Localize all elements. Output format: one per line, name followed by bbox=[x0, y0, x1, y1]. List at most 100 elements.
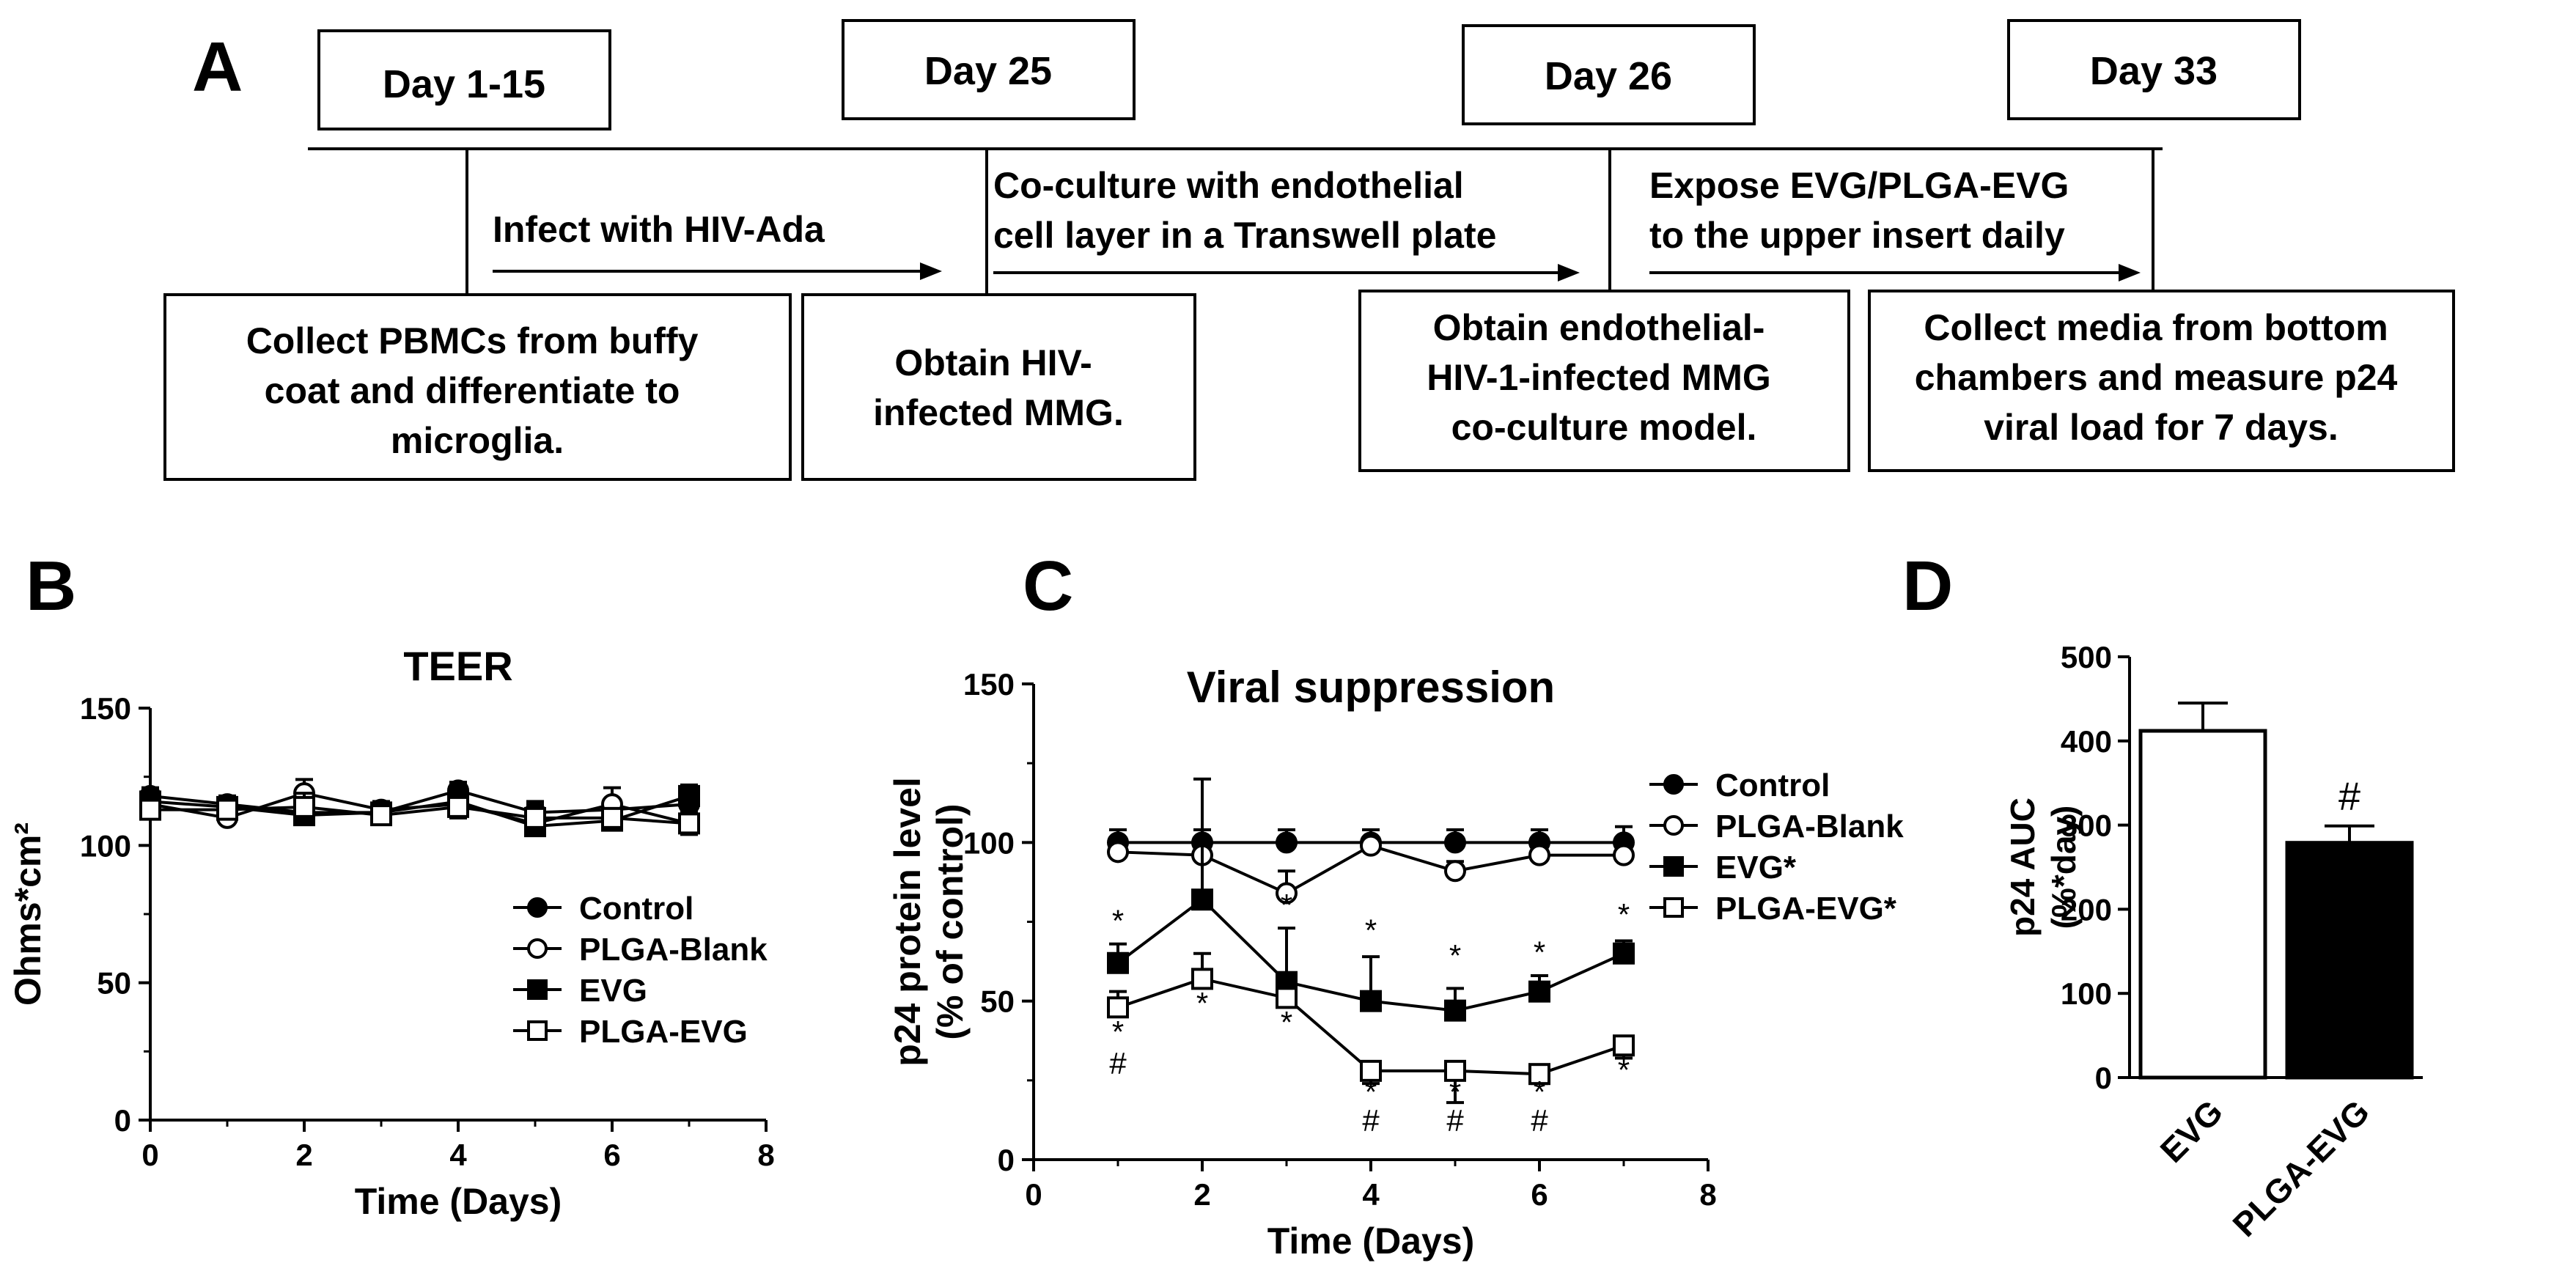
significance-star: * bbox=[1618, 897, 1630, 932]
arrow-head-2 bbox=[1558, 264, 1580, 281]
legend-item-plga-blank: PLGA-Blank bbox=[1649, 809, 1904, 844]
legend-label: PLGA-EVG* bbox=[1715, 891, 1897, 927]
step-box-1 bbox=[163, 293, 792, 481]
day-label-2: Day 25 bbox=[924, 49, 1052, 93]
panel-d-letter: D bbox=[1902, 547, 1953, 625]
data-point bbox=[1191, 888, 1213, 911]
legend-marker bbox=[527, 979, 548, 1000]
chart-c-viral-suppression: 0 2 4 6 8 0 50 100 150 Viral suppression Time (Day… bbox=[887, 663, 1904, 1262]
series-line bbox=[150, 789, 690, 814]
legend-marker bbox=[527, 897, 548, 918]
day-box-3 bbox=[1462, 24, 1756, 125]
y-tick-label: 200 bbox=[2061, 892, 2112, 927]
data-point bbox=[1360, 834, 1382, 857]
data-point bbox=[139, 798, 161, 821]
y-tick-label: 0 bbox=[998, 1143, 1015, 1177]
day-label-1: Day 1-15 bbox=[383, 62, 545, 106]
significance-star: * bbox=[1365, 913, 1377, 947]
significance-star: * bbox=[1365, 1075, 1377, 1109]
y-tick-label: 100 bbox=[963, 825, 1015, 860]
data-point bbox=[1444, 831, 1466, 854]
step-box-2 bbox=[801, 293, 1196, 481]
x-axis-label: Time (Days) bbox=[1267, 1220, 1475, 1262]
data-point bbox=[678, 812, 700, 835]
data-point bbox=[1528, 844, 1550, 866]
day-label-3: Day 26 bbox=[1545, 54, 1672, 98]
data-point bbox=[447, 795, 469, 818]
series-plga-evg bbox=[139, 792, 700, 836]
legend-label: Control bbox=[579, 891, 693, 927]
y-tick-label: 150 bbox=[963, 667, 1015, 702]
legend-item-evg: EVG bbox=[513, 973, 647, 1009]
panel-a: A Day 1-15 Day 25 Day 26 Day 33 Infect w… bbox=[163, 19, 2455, 481]
y-axis-label: p24 protein level bbox=[887, 777, 928, 1067]
legend-item-plga-blank: PLGA-Blank bbox=[513, 932, 768, 968]
panel-a-letter: A bbox=[192, 28, 243, 106]
step-text-2: Obtain HIV- infected MMG. bbox=[873, 342, 1124, 433]
legend-marker bbox=[1663, 897, 1684, 918]
legend-marker bbox=[527, 938, 548, 959]
legend-marker bbox=[1663, 815, 1684, 836]
data-point bbox=[293, 795, 315, 818]
series-evg bbox=[1107, 777, 1635, 1022]
x-tick-label: 2 bbox=[1193, 1177, 1210, 1212]
data-point bbox=[1613, 1034, 1635, 1057]
data-point bbox=[1276, 987, 1298, 1009]
significance-star: * bbox=[1534, 1075, 1545, 1109]
x-axis-label: Time (Days) bbox=[355, 1181, 562, 1222]
bar-plga-evg bbox=[2285, 824, 2414, 1080]
data-point bbox=[1360, 1059, 1382, 1082]
series-plga-evg bbox=[1107, 951, 1635, 1105]
data-point bbox=[1191, 968, 1213, 990]
legend-label: Control bbox=[1715, 767, 1830, 803]
significance-star: * bbox=[1281, 888, 1292, 922]
significance-hash: # bbox=[1446, 1103, 1464, 1138]
significance-star: * bbox=[1449, 938, 1461, 973]
y-tick-label: 0 bbox=[114, 1103, 131, 1138]
y-tick-label: 50 bbox=[980, 984, 1015, 1019]
data-point bbox=[1444, 999, 1466, 1022]
data-point bbox=[1444, 860, 1466, 883]
legend-marker bbox=[527, 1020, 548, 1041]
y-tick-label: 100 bbox=[2061, 976, 2112, 1011]
significance-hash: # bbox=[2338, 775, 2360, 819]
series-plga-blank bbox=[1107, 828, 1635, 905]
x-tick-label: 6 bbox=[1531, 1177, 1548, 1212]
x-tick-label: 0 bbox=[1025, 1177, 1042, 1212]
x-tick-label: 8 bbox=[1699, 1177, 1716, 1212]
day-label-4: Day 33 bbox=[2090, 49, 2218, 93]
chart-title: Viral suppression bbox=[1187, 663, 1555, 712]
panel-c-letter: C bbox=[1023, 547, 1073, 625]
y-tick-label: 50 bbox=[97, 966, 131, 1001]
y-tick-label: 0 bbox=[2095, 1061, 2112, 1095]
data-point bbox=[216, 798, 238, 821]
panel-b-letter: B bbox=[26, 547, 76, 625]
data-point bbox=[678, 784, 700, 807]
legend-item-control: Control bbox=[513, 891, 693, 927]
significance-star: * bbox=[1534, 935, 1545, 970]
step-text-1: Collect PBMCs from buffy coat and differ… bbox=[246, 320, 709, 461]
data-point bbox=[1276, 882, 1298, 905]
bar-rect bbox=[2138, 729, 2267, 1080]
x-tick-label: 2 bbox=[295, 1138, 312, 1172]
data-point bbox=[1528, 1063, 1550, 1086]
chart-b-teer: 0 2 4 6 8 0 50 100 150 TEER Time (Days) Ohms*cm² Con… bbox=[7, 643, 775, 1222]
step-box-3 bbox=[1358, 290, 1850, 472]
data-point bbox=[1528, 980, 1550, 1003]
y-tick-label: 400 bbox=[2061, 724, 2112, 759]
significance-star: * bbox=[1112, 1015, 1124, 1049]
x-tick-label: 4 bbox=[449, 1138, 467, 1172]
day-box-4 bbox=[2007, 19, 2301, 120]
day-box-2 bbox=[842, 19, 1136, 120]
legend-label: EVG bbox=[579, 973, 647, 1009]
data-point bbox=[370, 804, 392, 827]
legend-marker bbox=[1663, 774, 1684, 795]
legend-item-evg: EVG* bbox=[1649, 850, 1797, 885]
legend-item-control: Control bbox=[1649, 767, 1830, 803]
step-box-4 bbox=[1868, 290, 2455, 472]
significance-hash: # bbox=[1362, 1103, 1380, 1138]
x-tick-label: 0 bbox=[141, 1138, 158, 1172]
data-point bbox=[1360, 990, 1382, 1012]
data-point bbox=[524, 806, 546, 829]
